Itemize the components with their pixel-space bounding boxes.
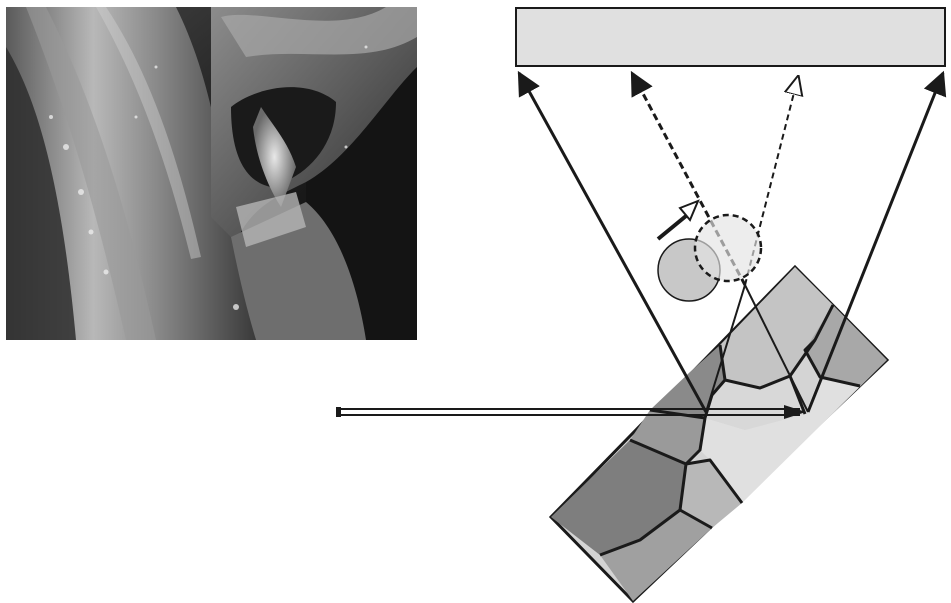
spot-dashed — [693, 213, 763, 283]
detector-screen — [515, 7, 946, 67]
micrograph-photo — [6, 7, 417, 340]
grain — [630, 410, 705, 464]
grain — [551, 440, 686, 555]
dashed-beam-left — [630, 70, 747, 286]
grain — [680, 460, 742, 528]
sample-block — [548, 264, 890, 603]
grain-boundary — [718, 304, 835, 390]
diffracted-beam-left — [517, 70, 708, 413]
movement-arrow — [656, 199, 700, 241]
grain-boundary — [803, 338, 861, 388]
diffracted-beam-right — [806, 70, 947, 413]
micrograph-image — [6, 7, 417, 340]
grain — [600, 510, 712, 601]
internal-ray — [744, 284, 809, 413]
grain — [720, 267, 833, 388]
internal-ray — [705, 284, 746, 413]
grain — [705, 376, 805, 430]
incident-beam — [336, 405, 806, 419]
grain-boundary — [679, 508, 713, 530]
grain-boundary — [685, 458, 744, 504]
grain — [700, 360, 887, 503]
